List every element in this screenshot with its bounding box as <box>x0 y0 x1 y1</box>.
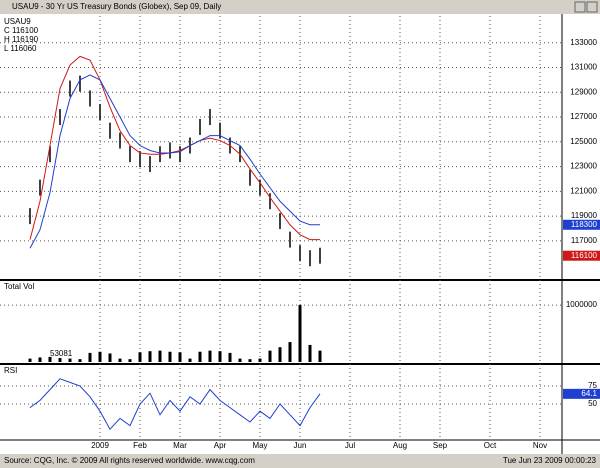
x-tick-label: Apr <box>214 441 227 450</box>
window-title: USAU9 - 30 Yr US Treasury Bonds (Globex)… <box>12 2 221 11</box>
info-label: H 116190 <box>4 35 39 44</box>
volume-bar <box>28 358 32 362</box>
volume-bar <box>88 352 92 362</box>
volume-bar <box>278 347 282 362</box>
last-value-label: 118300 <box>571 220 598 229</box>
moving-average <box>29 74 320 249</box>
volume-bar <box>208 350 212 362</box>
volume-bar <box>38 357 42 362</box>
status-right: Tue Jun 23 2009 00:00:23 <box>503 456 597 465</box>
last-value-box <box>563 388 600 399</box>
status-left: Source: CQG, Inc. © 2009 All rights rese… <box>4 456 255 465</box>
x-tick-label: May <box>252 441 267 450</box>
x-tick-label: Nov <box>533 441 547 450</box>
x-tick-label: Mar <box>173 441 187 450</box>
x-tick-label: Aug <box>393 441 407 450</box>
y-tick-label: 50 <box>588 399 597 408</box>
volume-bar <box>318 350 322 362</box>
y-tick-label: 119000 <box>571 211 598 220</box>
volume-bar <box>258 358 262 362</box>
panel-title: Total Vol <box>4 282 34 291</box>
volume-bar <box>228 352 232 362</box>
volume-bar <box>148 351 152 362</box>
y-tick-label: 125000 <box>570 137 597 146</box>
volume-bar <box>288 342 292 362</box>
volume-bar <box>198 351 202 362</box>
last-value-label: 64.1 <box>581 389 597 398</box>
y-tick-label: 127000 <box>570 112 597 121</box>
volume-bar <box>158 350 162 362</box>
volume-bar <box>138 352 142 362</box>
x-tick-label: Oct <box>484 441 497 450</box>
last-value-label: 116100 <box>571 251 598 260</box>
close-button[interactable] <box>586 1 598 13</box>
panel-title: RSI <box>4 366 17 375</box>
volume-bar <box>238 358 242 362</box>
volume-bar <box>78 359 82 362</box>
volume-bar <box>218 351 222 362</box>
x-tick-label: Jul <box>345 441 355 450</box>
x-tick-label: 2009 <box>91 441 109 450</box>
last-value-box <box>563 219 600 230</box>
volume-bar <box>308 344 312 362</box>
volume-bar <box>298 305 302 362</box>
chart-symbol: USAU9 <box>4 17 31 26</box>
x-tick-label: Sep <box>433 441 448 450</box>
volume-bar <box>98 351 102 362</box>
volume-bar <box>188 358 192 362</box>
y-tick-label: 131000 <box>570 63 597 72</box>
rsi-line <box>29 378 321 431</box>
volume-bar <box>268 350 272 362</box>
moving-average <box>29 55 320 241</box>
y-tick-label: 75 <box>588 381 597 390</box>
volume-bar <box>128 359 132 362</box>
volume-bar <box>58 358 62 362</box>
info-label: L 116060 <box>4 44 37 53</box>
y-tick-label: 117000 <box>571 236 598 245</box>
volume-bar <box>118 358 122 362</box>
minimize-button[interactable] <box>574 1 586 13</box>
volume-bar <box>178 352 182 362</box>
last-value-box <box>563 250 600 261</box>
y-tick-label: 123000 <box>570 162 597 171</box>
status-bar <box>0 454 600 468</box>
x-tick-label: Feb <box>133 441 147 450</box>
x-tick-label: Jun <box>294 441 307 450</box>
y-tick-label: 129000 <box>570 87 597 96</box>
y-tick-label: 121000 <box>570 186 597 195</box>
volume-bar <box>48 356 52 362</box>
title-bar <box>0 0 600 14</box>
y-tick-label: 133000 <box>570 38 597 47</box>
info-label: C 116100 <box>4 26 39 35</box>
volume-value: 53081 <box>50 349 73 358</box>
volume-bar <box>248 359 252 362</box>
volume-bar <box>168 351 172 362</box>
volume-bar <box>68 358 72 362</box>
volume-bar <box>108 353 112 362</box>
y-tick-label: 1000000 <box>566 300 598 309</box>
